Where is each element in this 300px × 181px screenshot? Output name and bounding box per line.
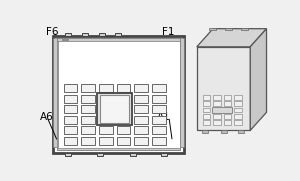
Bar: [202, 131, 208, 132]
Bar: [134, 95, 148, 103]
Text: A6: A6: [40, 112, 54, 122]
Bar: [234, 101, 242, 106]
Bar: [241, 28, 248, 30]
Bar: [99, 126, 112, 134]
Bar: [64, 84, 77, 92]
Bar: [213, 120, 221, 125]
Bar: [238, 131, 244, 132]
Bar: [64, 137, 77, 145]
Bar: [117, 126, 130, 134]
Bar: [234, 120, 242, 125]
Text: A1: A1: [157, 112, 171, 122]
Bar: [221, 131, 227, 132]
Bar: [224, 95, 231, 100]
Bar: [99, 84, 112, 92]
Bar: [81, 126, 95, 134]
Bar: [99, 137, 112, 145]
Bar: [117, 84, 130, 92]
Bar: [52, 38, 58, 147]
Bar: [224, 101, 231, 106]
Bar: [234, 95, 242, 100]
Bar: [64, 116, 77, 124]
Bar: [65, 153, 71, 155]
Bar: [134, 137, 148, 145]
Bar: [57, 38, 180, 41]
Bar: [202, 114, 210, 119]
Bar: [99, 33, 105, 36]
Bar: [202, 108, 210, 112]
Bar: [134, 105, 148, 113]
Bar: [234, 108, 242, 112]
Bar: [81, 95, 95, 103]
Polygon shape: [250, 29, 266, 131]
Bar: [52, 36, 184, 153]
Bar: [234, 114, 242, 119]
Bar: [209, 28, 217, 30]
Bar: [152, 95, 166, 103]
Bar: [134, 84, 148, 92]
Bar: [57, 148, 180, 150]
Bar: [224, 120, 231, 125]
Bar: [81, 105, 95, 113]
Bar: [134, 126, 148, 134]
Bar: [62, 39, 68, 40]
Bar: [197, 47, 250, 131]
Bar: [65, 33, 71, 36]
Text: F6: F6: [46, 27, 58, 37]
Bar: [64, 126, 77, 134]
Bar: [180, 38, 184, 147]
Bar: [202, 95, 210, 100]
Bar: [213, 114, 221, 119]
Bar: [224, 28, 232, 30]
Bar: [100, 95, 129, 123]
Bar: [161, 153, 167, 155]
Polygon shape: [197, 29, 266, 47]
Bar: [117, 137, 130, 145]
Bar: [152, 116, 166, 124]
Bar: [202, 120, 210, 125]
Bar: [81, 116, 95, 124]
Bar: [213, 101, 221, 106]
Bar: [57, 38, 180, 150]
Bar: [213, 95, 221, 100]
Bar: [97, 94, 132, 125]
Bar: [97, 153, 103, 155]
Bar: [212, 107, 232, 113]
Bar: [130, 153, 136, 155]
Text: F1: F1: [162, 27, 174, 37]
Bar: [224, 114, 231, 119]
Bar: [82, 33, 88, 36]
Bar: [152, 137, 166, 145]
Bar: [152, 84, 166, 92]
Bar: [152, 126, 166, 134]
Bar: [115, 33, 121, 36]
Bar: [64, 105, 77, 113]
Bar: [202, 101, 210, 106]
Bar: [81, 137, 95, 145]
Bar: [81, 84, 95, 92]
Bar: [134, 116, 148, 124]
Bar: [152, 105, 166, 113]
Bar: [64, 95, 77, 103]
